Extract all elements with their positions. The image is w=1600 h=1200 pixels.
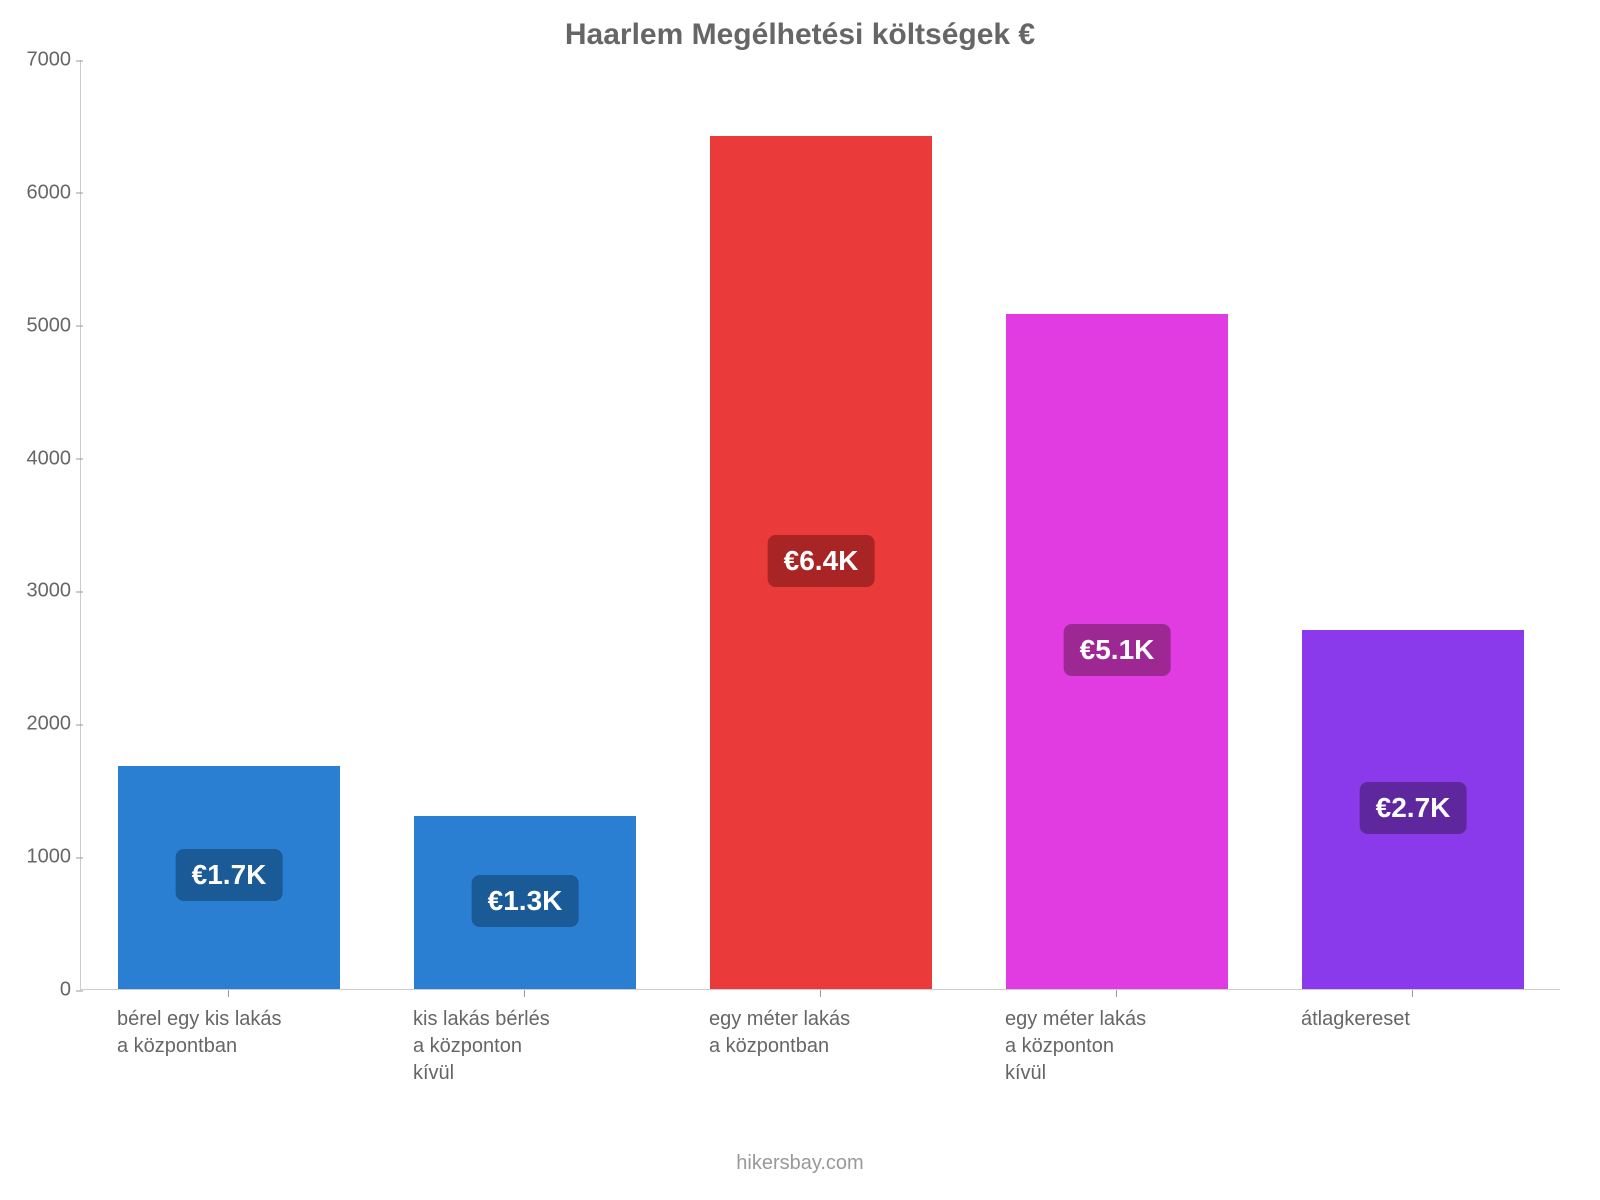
x-axis-label: átlagkereset [1301, 1006, 1523, 1033]
x-axis-label: kis lakás bérlés a központon kívül [413, 1006, 635, 1087]
y-tick: 4000 [16, 447, 71, 470]
bar: €6.4K [710, 136, 932, 989]
x-axis-label: bérel egy kis lakás a központban [117, 1006, 339, 1060]
chart-title: Haarlem Megélhetési költségek € [0, 18, 1600, 52]
bar: €1.3K [414, 816, 636, 989]
y-tick: 6000 [16, 181, 71, 204]
x-tick [1116, 990, 1117, 997]
y-tick: 1000 [16, 846, 71, 869]
y-tick: 7000 [16, 49, 71, 72]
source-text: hikersbay.com [0, 1152, 1600, 1175]
bar-value-badge: €1.3K [472, 875, 579, 927]
y-tick: 5000 [16, 314, 71, 337]
bar-value-badge: €5.1K [1064, 624, 1171, 676]
bar-value-badge: €6.4K [768, 535, 875, 587]
bar-value-badge: €1.7K [176, 849, 283, 901]
x-axis-labels: bérel egy kis lakás a központban kis laká… [80, 990, 1560, 1130]
bar: €5.1K [1006, 314, 1228, 989]
plot-area: 01000200030004000500060007000€1.7K€1.3K€… [80, 60, 1560, 990]
y-tick: 0 [16, 979, 71, 1002]
bar: €2.7K [1302, 630, 1524, 989]
x-tick [228, 990, 229, 997]
chart-container: Haarlem Megélhetési költségek € 0 1000 200… [0, 0, 1600, 1200]
bar: €1.7K [118, 766, 340, 989]
y-tick: 3000 [16, 580, 71, 603]
x-tick [1412, 990, 1413, 997]
y-tick: 2000 [16, 713, 71, 736]
x-axis-label: egy méter lakás a központban [709, 1006, 931, 1060]
x-axis-label: egy méter lakás a központon kívül [1005, 1006, 1227, 1087]
x-tick [820, 990, 821, 997]
x-tick [524, 990, 525, 997]
bar-value-badge: €2.7K [1360, 782, 1467, 834]
